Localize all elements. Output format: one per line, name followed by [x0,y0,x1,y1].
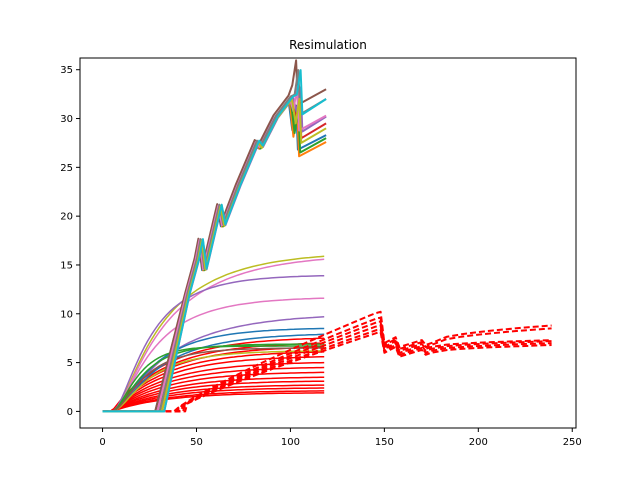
red-solid-series-line [102,390,325,413]
y-tick-label: 30 [60,114,73,125]
saturating-series-line [102,345,325,413]
red-solid-series-line [102,371,325,413]
y-axis: 0 5 10 15 20 25 30 35 [60,65,80,418]
y-tick-label: 10 [60,309,73,320]
red-dashed-series-line [102,331,552,413]
y-tick-label: 20 [60,212,73,223]
red-solid-series-line [102,376,325,413]
y-tick-label: 25 [60,163,73,174]
y-tick-label: 35 [60,65,73,76]
x-tick-label: 150 [375,437,394,448]
red-solid-series-line [102,392,325,413]
saturating-series-line [102,274,325,413]
x-tick-label: 50 [190,437,203,448]
x-tick-label: 100 [281,437,300,448]
saturating-series-line [102,255,325,413]
plot-lines [102,59,552,413]
y-tick-label: 15 [60,260,73,271]
red-solid-series-line [102,366,325,413]
y-tick-label: 5 [67,358,73,369]
red-solid-series-line [102,380,325,413]
chart-title: Resimulation [289,38,367,52]
saturating-series-line [102,333,325,413]
x-tick-label: 200 [469,437,488,448]
y-tick-label: 0 [67,407,73,418]
red-dashed-series-line [102,324,552,413]
x-tick-label: 0 [99,437,105,448]
sawtooth-series-line [102,59,327,413]
x-tick-label: 250 [563,437,582,448]
sawtooth-series-line [102,69,327,413]
saturating-series-line [102,258,325,413]
x-axis: 0 50 100 150 200 250 [99,428,582,448]
sawtooth-series-line [102,69,327,413]
red-dashed-series-line [102,320,552,413]
red-dashed-series-line [102,310,552,413]
saturating-series-line [102,327,325,413]
plot-frame [79,57,577,429]
saturating-series-line [102,297,325,413]
saturating-series-line [102,347,325,413]
